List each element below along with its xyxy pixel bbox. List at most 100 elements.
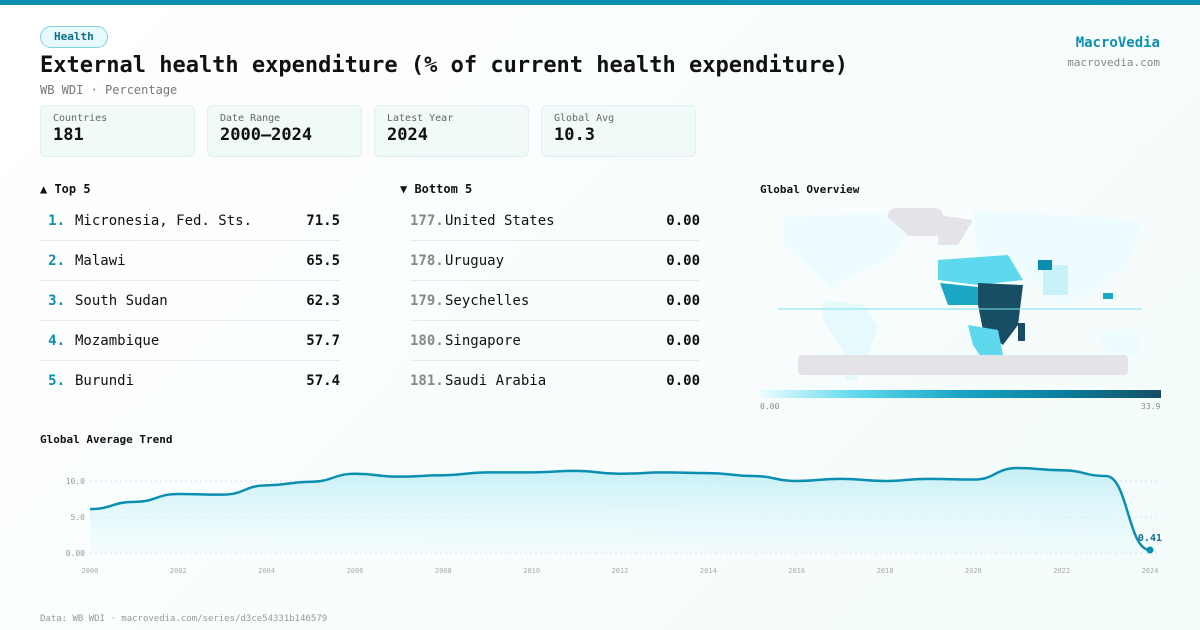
asia: [973, 210, 1142, 305]
y-tick-label: 0.00: [66, 549, 85, 558]
country-value: 0.00: [666, 332, 700, 349]
country-name: South Sudan: [75, 292, 168, 309]
stat-countries: Countries 181: [40, 105, 195, 157]
rank: 180.: [410, 332, 444, 349]
stat-label: Date Range: [220, 113, 281, 124]
stat-label: Latest Year: [387, 113, 454, 124]
bottom5-list: 177. United States 0.00 178. Uruguay 0.00 179.…: [410, 201, 700, 401]
antarctica: [798, 355, 1128, 375]
x-tick-label: 2008: [435, 567, 452, 575]
country-name: Uruguay: [445, 252, 505, 269]
brand-url[interactable]: macrovedia.com: [1067, 56, 1160, 69]
country-name: Malawi: [75, 252, 126, 269]
north-africa: [938, 255, 1023, 285]
country-name: Seychelles: [445, 292, 530, 309]
page-title: External health expenditure (% of curren…: [40, 53, 848, 78]
x-tick-label: 2002: [170, 567, 187, 575]
x-tick-label: 2012: [612, 567, 629, 575]
rank: 179.: [410, 292, 444, 309]
stat-value: 2000–2024: [220, 125, 313, 145]
x-tick-label: 2022: [1053, 567, 1070, 575]
list-item[interactable]: 181. Saudi Arabia 0.00: [410, 361, 700, 401]
rank: 2.: [48, 252, 65, 269]
x-tick-label: 2016: [788, 567, 805, 575]
top5-list: 1. Micronesia, Fed. Sts. 71.5 2. Malawi 65.5 3…: [40, 201, 340, 401]
stat-label: Global Avg: [554, 113, 615, 124]
country-value: 57.4: [306, 373, 340, 389]
world-map[interactable]: [778, 205, 1142, 380]
rank: 1.: [48, 212, 65, 229]
x-tick-label: 2020: [965, 567, 982, 575]
data-point: [1146, 546, 1154, 554]
list-item[interactable]: 177. United States 0.00: [410, 201, 700, 241]
list-item[interactable]: 4. Mozambique 57.7: [40, 321, 340, 361]
country-name: Burundi: [75, 373, 135, 389]
list-item[interactable]: 3. South Sudan 62.3: [40, 281, 340, 321]
stat-label: Countries: [53, 113, 108, 124]
country-name: United States: [445, 212, 555, 229]
country-value: 0.00: [666, 212, 700, 229]
madagascar: [1018, 323, 1025, 341]
country-value: 0.00: [666, 252, 700, 269]
x-tick-label: 2006: [347, 567, 364, 575]
country-value: 57.7: [306, 332, 340, 349]
x-tick-label: 2000: [82, 567, 99, 575]
trend-heading: Global Average Trend: [40, 433, 173, 446]
legend-max: 33.9: [1141, 402, 1161, 411]
list-item[interactable]: 180. Singapore 0.00: [410, 321, 700, 361]
country-name: Mozambique: [75, 332, 160, 349]
category-badge[interactable]: Health: [40, 26, 108, 48]
greenland: [888, 208, 943, 236]
last-value-label: 0.41: [1138, 533, 1162, 544]
country-name: Singapore: [445, 332, 521, 349]
x-tick-label: 2014: [700, 567, 717, 575]
rank: 177.: [410, 212, 444, 229]
country-value: 0.00: [666, 373, 700, 389]
country-value: 65.5: [306, 252, 340, 269]
x-tick-label: 2010: [523, 567, 540, 575]
australia: [1098, 330, 1140, 360]
list-item[interactable]: 2. Malawi 65.5: [40, 241, 340, 281]
trend-area: [90, 468, 1150, 553]
papua-new-guinea: [1103, 293, 1113, 299]
page-subtitle: WB WDI · Percentage: [40, 83, 178, 97]
rank: 5.: [48, 373, 65, 389]
rank: 3.: [48, 292, 65, 309]
list-item[interactable]: 179. Seychelles 0.00: [410, 281, 700, 321]
country-value: 62.3: [306, 292, 340, 309]
west-africa: [940, 283, 978, 305]
europe: [938, 215, 973, 245]
y-tick-label: 5.0: [71, 513, 86, 522]
brand-logo[interactable]: MacroVedia: [1075, 35, 1160, 51]
southern-africa: [968, 325, 1003, 360]
y-tick-label: 10.0: [66, 477, 85, 486]
stat-value: 10.3: [554, 125, 595, 145]
rank: 181.: [410, 373, 444, 389]
x-tick-label: 2018: [877, 567, 894, 575]
stat-date-range: Date Range 2000–2024: [207, 105, 362, 157]
x-tick-label: 2004: [258, 567, 275, 575]
map-color-legend: [760, 390, 1161, 398]
list-item[interactable]: 1. Micronesia, Fed. Sts. 71.5: [40, 201, 340, 241]
stat-value: 181: [53, 125, 84, 145]
stat-value: 2024: [387, 125, 428, 145]
top-accent-bar: [0, 0, 1200, 5]
list-item[interactable]: 5. Burundi 57.4: [40, 361, 340, 401]
country-name: Saudi Arabia: [445, 373, 547, 389]
trend-chart[interactable]: 0.00 5.0 10.0 2000 2002 2004 2006 2008 2010 2012 2…: [0, 450, 1200, 580]
trend-line: [89, 466, 1151, 552]
afghanistan: [1038, 260, 1052, 270]
legend-min: 0.00: [760, 402, 780, 411]
country-name: Micronesia, Fed. Sts.: [75, 212, 253, 229]
list-item[interactable]: 178. Uruguay 0.00: [410, 241, 700, 281]
country-value: 0.00: [666, 292, 700, 309]
stat-latest-year: Latest Year 2024: [374, 105, 529, 157]
rank: 178.: [410, 252, 444, 269]
north-america: [783, 213, 908, 290]
x-tick-label: 2024: [1142, 567, 1159, 575]
country-value: 71.5: [306, 212, 340, 229]
rank: 4.: [48, 332, 65, 349]
map-heading: Global Overview: [760, 183, 860, 196]
footer-source: Data: WB WDI · macrovedia.com/series/d3c…: [40, 614, 328, 624]
top5-heading: ▲ Top 5: [40, 182, 91, 196]
